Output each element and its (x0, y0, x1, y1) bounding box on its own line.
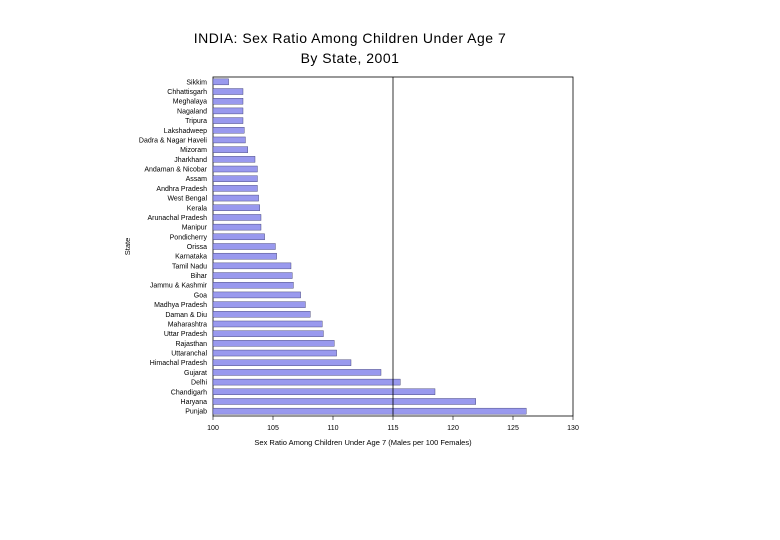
category-label: Mizoram (180, 147, 207, 154)
category-label: Assam (186, 176, 208, 183)
x-tick-label: 120 (447, 425, 459, 432)
x-tick-label: 105 (267, 425, 279, 432)
bar (212, 369, 382, 376)
bar (212, 233, 265, 241)
category-label: Bihar (191, 273, 208, 280)
bar (212, 359, 352, 366)
category-label: Delhi (191, 380, 207, 387)
category-label: Punjab (185, 409, 207, 416)
bar (212, 214, 262, 221)
bar (212, 88, 244, 95)
category-label: Lakshadweep (164, 128, 207, 135)
category-label: Himachal Pradesh (150, 360, 207, 367)
category-label: Jammu & Kashmir (150, 283, 208, 290)
category-label: Haryana (181, 399, 208, 406)
category-label: Jharkhand (174, 157, 207, 164)
category-label: Rajasthan (175, 341, 207, 348)
category-label: Andaman & Nicobar (144, 167, 207, 174)
bar (212, 204, 260, 211)
bar (212, 185, 258, 192)
bar (212, 194, 259, 202)
category-label: Orissa (187, 244, 207, 251)
bar (212, 156, 256, 163)
bar (212, 252, 277, 260)
bar (212, 146, 248, 153)
bar (212, 223, 262, 231)
bar (212, 330, 324, 337)
category-label: Dadra & Nagar Haveli (139, 137, 208, 144)
bar (212, 301, 306, 308)
bar (212, 78, 229, 86)
bar (212, 127, 245, 134)
bar (212, 311, 311, 318)
category-label: Tripura (185, 118, 207, 125)
category-label: Karnataka (175, 254, 207, 261)
bar (212, 282, 294, 289)
category-label: Chhattisgarh (167, 89, 207, 96)
category-label: Maharashtra (168, 321, 207, 328)
category-label: Andhra Pradesh (156, 186, 207, 193)
bar (212, 175, 258, 182)
category-label: Tamil Nadu (172, 263, 207, 270)
bar (212, 98, 244, 105)
x-tick-label: 115 (387, 425, 398, 432)
category-label: Sikkim (186, 79, 207, 86)
category-label: West Bengal (167, 196, 207, 203)
x-axis-label: Sex Ratio Among Children Under Age 7 (Ma… (254, 438, 472, 447)
bar (212, 272, 293, 279)
category-label: Goa (194, 292, 207, 299)
category-label: Chandigarh (171, 389, 207, 396)
x-tick-label: 125 (507, 425, 519, 432)
category-label: Arunachal Pradesh (147, 215, 207, 222)
category-label: Kerala (187, 205, 207, 212)
bar (212, 320, 323, 328)
category-label: Uttaranchal (171, 351, 207, 358)
category-label: Daman & Diu (165, 312, 207, 319)
category-label: Uttar Pradesh (164, 331, 207, 338)
bar (212, 407, 527, 415)
category-label: Manipur (182, 225, 208, 232)
bar (212, 291, 301, 299)
bar (212, 262, 292, 270)
bar (212, 117, 244, 124)
bar (212, 340, 335, 347)
chart-subtitle: By State, 2001 (300, 50, 400, 66)
bar (212, 136, 246, 144)
category-label: Nagaland (177, 108, 207, 115)
bar (212, 378, 401, 386)
x-tick-label: 110 (327, 425, 338, 432)
bar (212, 398, 476, 405)
chart-title: INDIA: Sex Ratio Among Children Under Ag… (193, 30, 507, 46)
category-label: Gujarat (184, 370, 207, 377)
bar (212, 243, 276, 250)
category-label: Meghalaya (173, 99, 207, 106)
x-tick-label: 100 (207, 425, 219, 432)
category-label: Madhya Pradesh (154, 302, 207, 309)
bar (212, 165, 258, 173)
bar (212, 107, 244, 115)
y-axis-label: State (123, 238, 132, 256)
category-label: Pondicherry (170, 234, 208, 241)
bar (212, 349, 337, 357)
x-tick-label: 130 (567, 425, 579, 432)
bar (212, 388, 436, 395)
